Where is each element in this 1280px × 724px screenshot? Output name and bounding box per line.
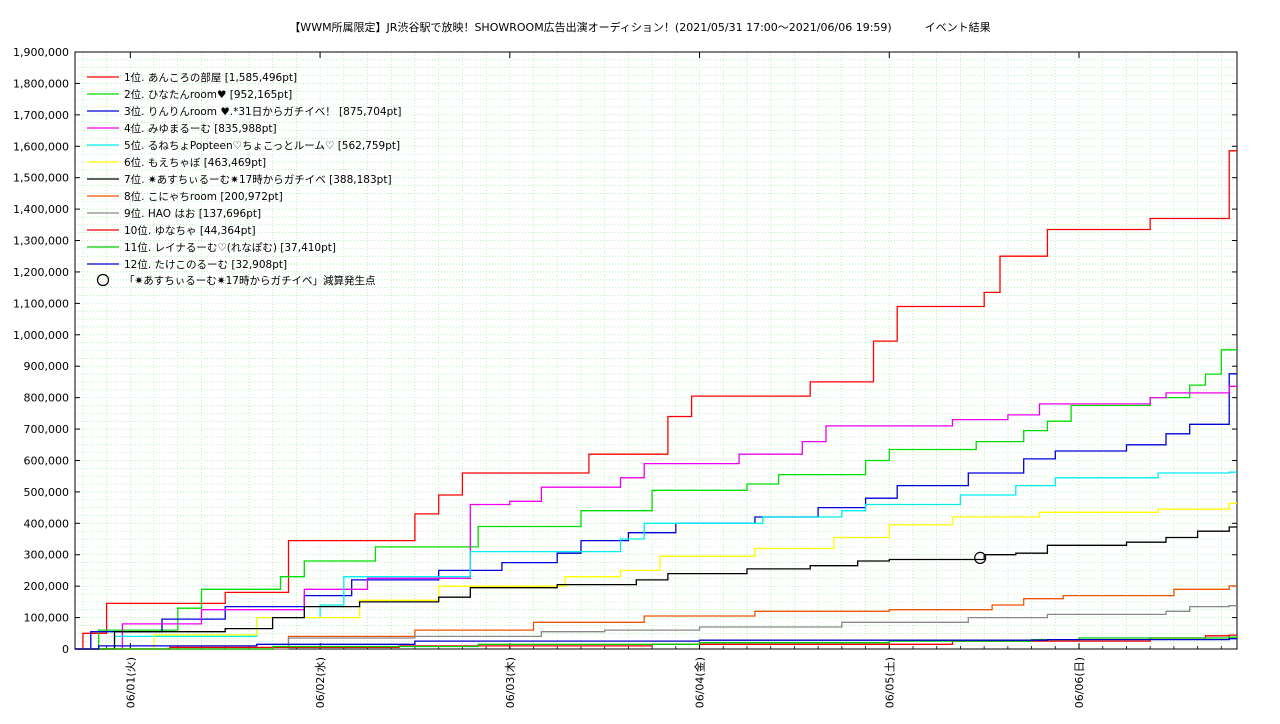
x-tick-label: 06/03(木) [504,657,517,708]
x-tick-label: 06/05(土) [883,657,896,708]
series-line-9 [75,605,1237,650]
y-tick-label: 1,500,000 [13,172,69,185]
legend-label-4: 4位. みゆまるーむ [835,988pt] [124,122,277,135]
legend-label-7: 7位. ✷あすちぃるーむ✷17時からガチイベ [388,183pt] [124,173,392,186]
deduction-marker [974,551,987,564]
y-tick-label: 1,800,000 [13,77,69,90]
y-tick-label: 200,000 [24,580,70,593]
legend-label-10: 10位. ゆなちゃ [44,364pt] [124,224,256,237]
legend-label-12: 12位. たけこのるーむ [32,908pt] [124,258,287,271]
series-line-5 [75,471,1237,650]
y-tick-label: 1,000,000 [13,329,69,342]
series-line-7 [75,526,1237,650]
series-line-8 [75,585,1237,650]
series-line-1 [75,150,1237,650]
y-tick-label: 100,000 [24,612,70,625]
x-tick-label: 06/04(金) [693,657,707,708]
plot-frame [74,51,1238,650]
legend-marker-label: 「✷あすちぃるーむ✷17時からガチイベ」減算発生点 [124,274,375,287]
legend-label-6: 6位. もえちゃぼ [463,469pt] [124,156,266,169]
y-tick-label: 1,700,000 [13,109,69,122]
series-line-10 [75,634,1237,650]
series-line-12 [75,638,1237,650]
chart-title: 【WWM所属限定】JR渋谷駅で放映！SHOWROOM広告出演オーディション！(2… [289,21,991,34]
legend-label-1: 1位. あんころの部屋 [1,585,496pt] [124,71,297,84]
series-line-11 [75,636,1237,650]
legend-label-5: 5位. るねちょPopteen♡ちょこっとルーム♡ [562,759pt] [124,139,400,152]
legend-label-11: 11位. レイナるーむ♡(れなぽむ) [37,410pt] [124,241,336,254]
y-tick-label: 1,400,000 [13,203,69,216]
series-line-4 [75,385,1237,650]
y-tick-label: 900,000 [24,360,70,373]
y-tick-label: 500,000 [24,486,70,499]
y-tick-label: 1,200,000 [13,266,69,279]
y-tick-label: 1,100,000 [13,297,69,310]
y-tick-label: 1,300,000 [13,235,69,248]
series-line-2 [75,349,1237,650]
legend-label-9: 9位. HAO はお [137,696pt] [124,207,261,220]
y-tick-label: 300,000 [24,549,70,562]
y-tick-label: 400,000 [24,517,70,530]
y-tick-label: 700,000 [24,423,70,436]
y-tick-label: 0 [62,643,69,656]
legend-label-8: 8位. こにゃちroom [200,972pt] [124,190,283,203]
x-tick-label: 06/01(火) [124,657,137,708]
x-tick-label: 06/02(水) [314,657,327,708]
legend-label-3: 3位. りんりんroom ♥.*31日からガチイベ！ [875,704pt] [124,105,401,118]
legend-marker-symbol [96,273,110,287]
y-tick-label: 800,000 [24,392,70,405]
series-line-6 [75,502,1237,650]
y-tick-label: 1,900,000 [13,46,69,59]
y-tick-label: 1,600,000 [13,140,69,153]
series-line-3 [75,373,1237,650]
x-tick-label: 06/06(日) [1073,657,1086,708]
legend-label-2: 2位. ひなたんroom♥ [952,165pt] [124,88,292,101]
y-tick-label: 600,000 [24,454,70,467]
